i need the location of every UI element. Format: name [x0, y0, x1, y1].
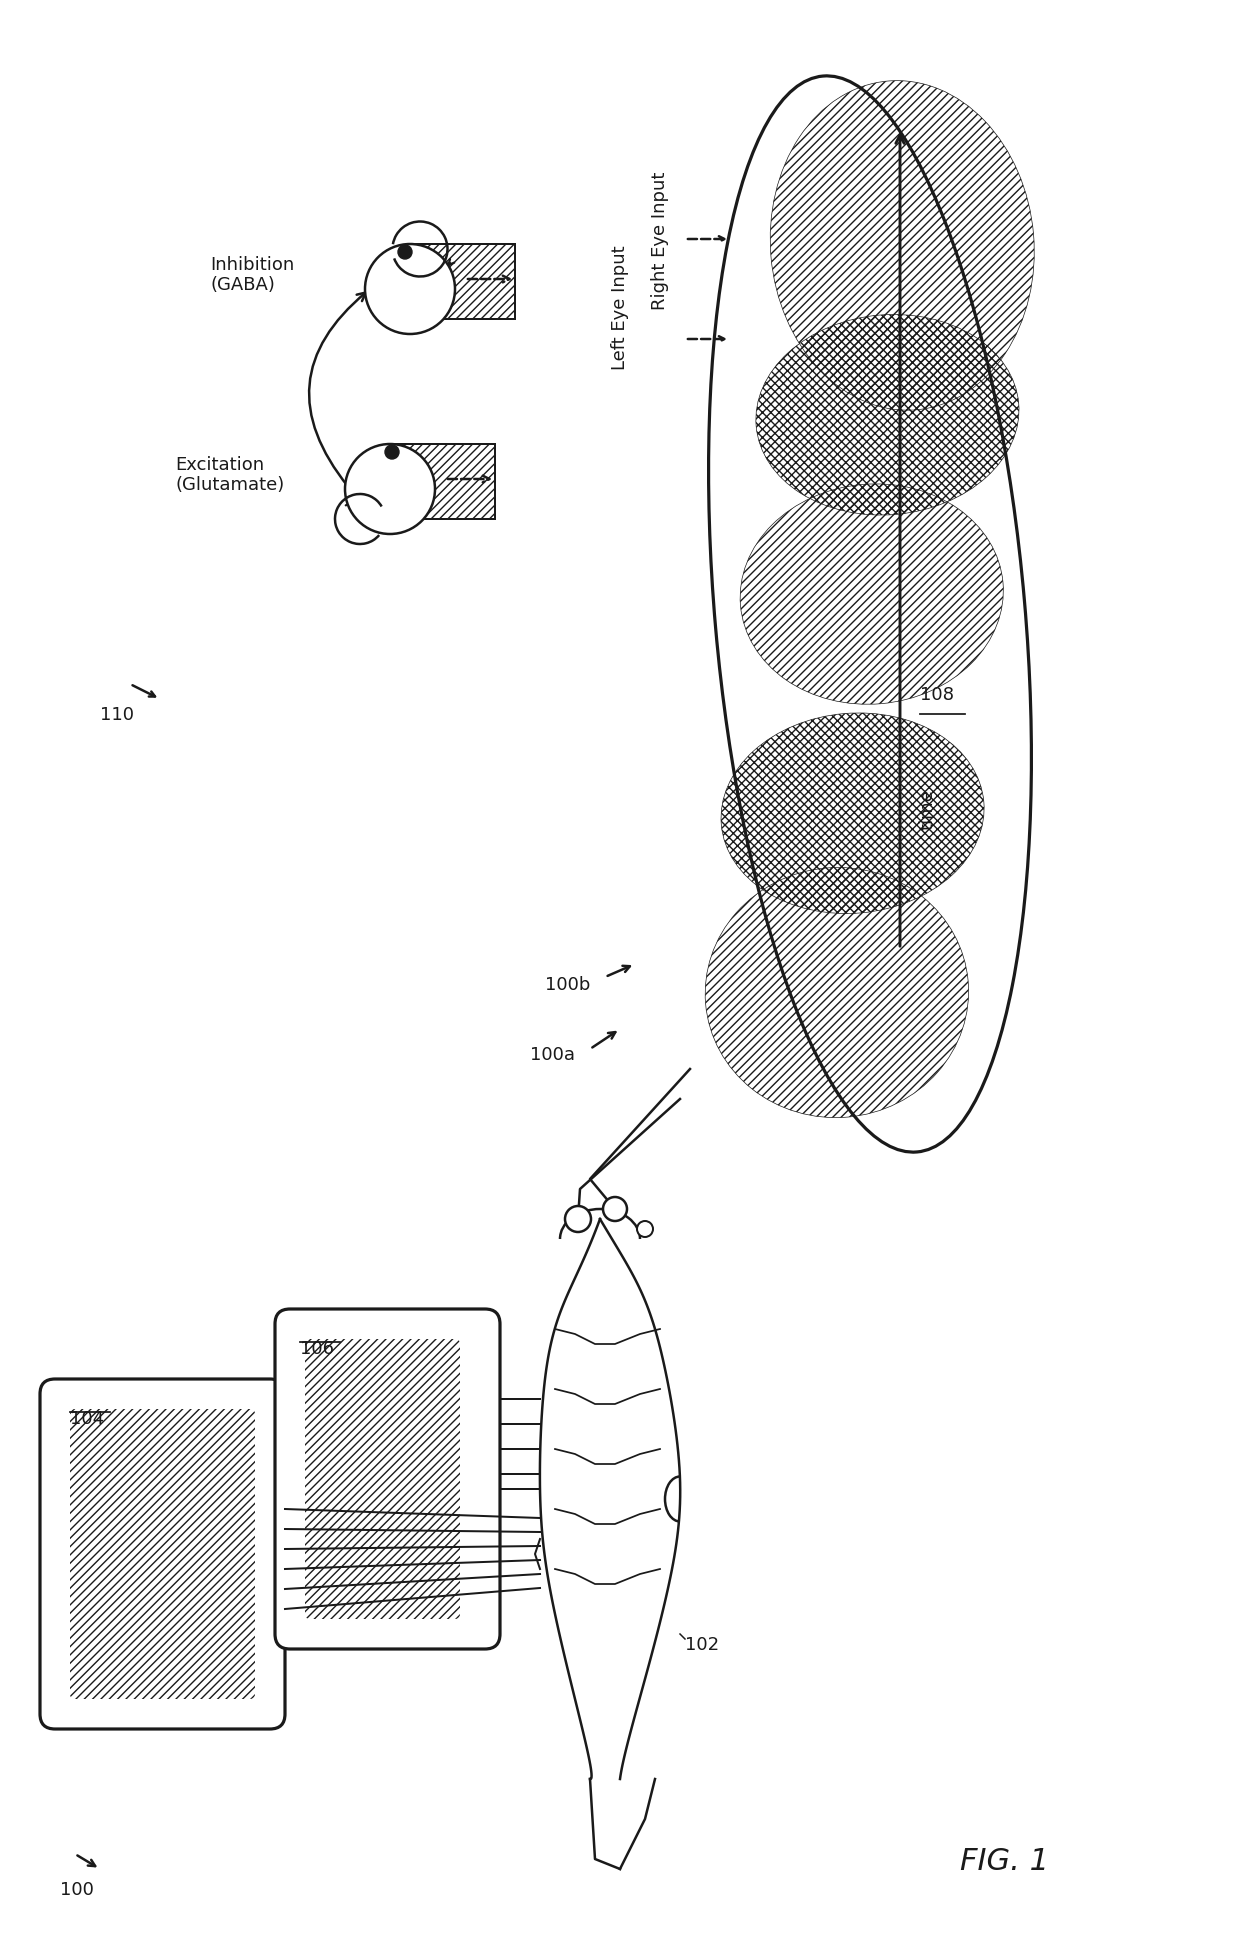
Text: 106: 106 [300, 1339, 334, 1357]
Circle shape [365, 244, 455, 334]
FancyBboxPatch shape [40, 1380, 285, 1728]
Circle shape [384, 446, 399, 459]
Text: Inhibition
(GABA): Inhibition (GABA) [210, 256, 294, 295]
Text: 108: 108 [920, 686, 954, 704]
Text: 104: 104 [69, 1410, 104, 1427]
Circle shape [398, 246, 412, 260]
Text: 100b: 100b [546, 976, 590, 993]
FancyBboxPatch shape [275, 1310, 500, 1650]
Text: Excitation
(Glutamate): Excitation (Glutamate) [175, 456, 284, 495]
Text: FIG. 1: FIG. 1 [960, 1846, 1049, 1875]
Circle shape [603, 1196, 627, 1222]
Ellipse shape [708, 76, 1032, 1153]
Text: 100a: 100a [529, 1046, 575, 1064]
Text: 110: 110 [100, 706, 134, 723]
Circle shape [345, 446, 435, 536]
Text: Left Eye Input: Left Eye Input [611, 244, 629, 369]
Circle shape [565, 1206, 591, 1232]
Circle shape [637, 1222, 653, 1238]
Text: 102: 102 [684, 1634, 719, 1654]
Text: 100: 100 [60, 1881, 94, 1898]
Text: time: time [918, 790, 936, 829]
Text: Right Eye Input: Right Eye Input [651, 172, 670, 309]
